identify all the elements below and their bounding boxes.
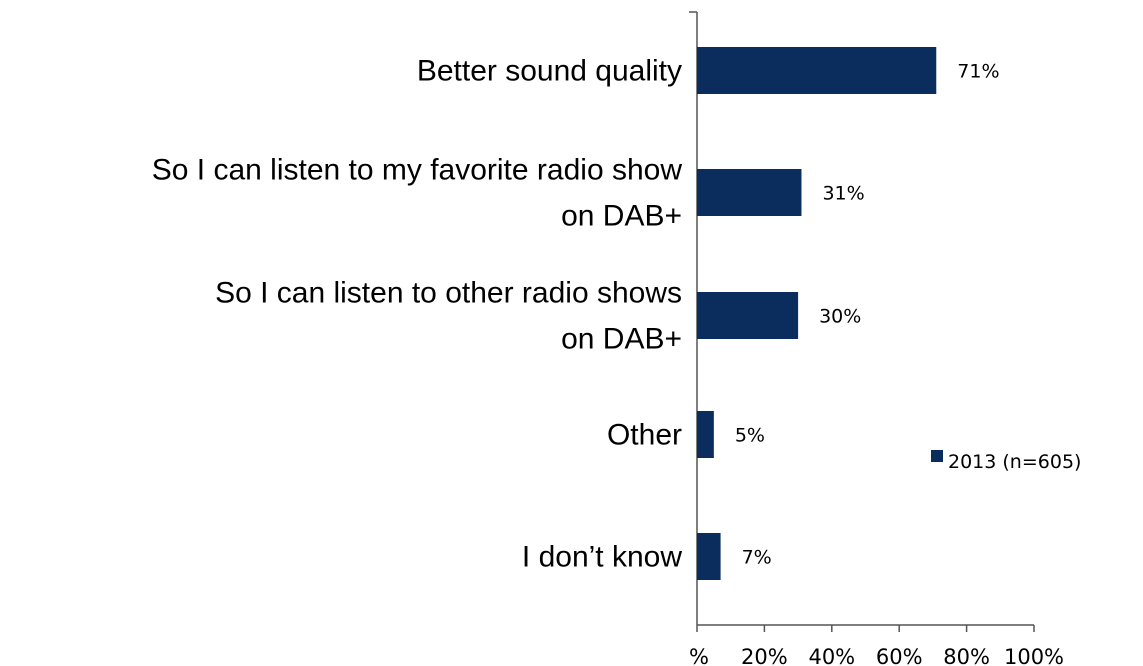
category-label: on DAB+ [561,200,682,233]
bar [697,292,799,339]
category-label: Better sound quality [417,55,682,88]
legend: 2013 (n=605) [931,450,1081,473]
category-label: So I can listen to my favorite radio sho… [152,154,683,187]
x-tick-label: 60% [876,645,923,666]
legend-swatch [931,450,943,462]
x-tick-label: 20% [741,645,788,666]
x-tick-label: % [689,645,709,666]
data-label: 30% [819,306,861,328]
labels-layer: 71% Better sound quality 31% So I can liste… [152,55,1000,574]
x-tick-label: 100% [1004,645,1064,666]
x-tick-label: 80% [943,645,990,666]
category-label: I don’t know [522,541,682,574]
bar [697,533,721,580]
bar [697,411,714,458]
legend-label: 2013 (n=605) [948,451,1081,473]
bar [697,47,937,94]
data-label: 71% [957,61,999,83]
x-tick-label: 40% [808,645,855,666]
bars-layer [697,47,937,580]
category-label: So I can listen to other radio shows [215,277,682,310]
category-label: on DAB+ [561,323,682,356]
data-label: 7% [742,547,772,569]
data-label: 5% [735,425,765,447]
category-label: Other [607,419,682,452]
bar [697,169,802,216]
axis-layer: % 20% 40% 60% 80% 100% [689,11,1064,666]
data-label: 31% [822,183,864,205]
